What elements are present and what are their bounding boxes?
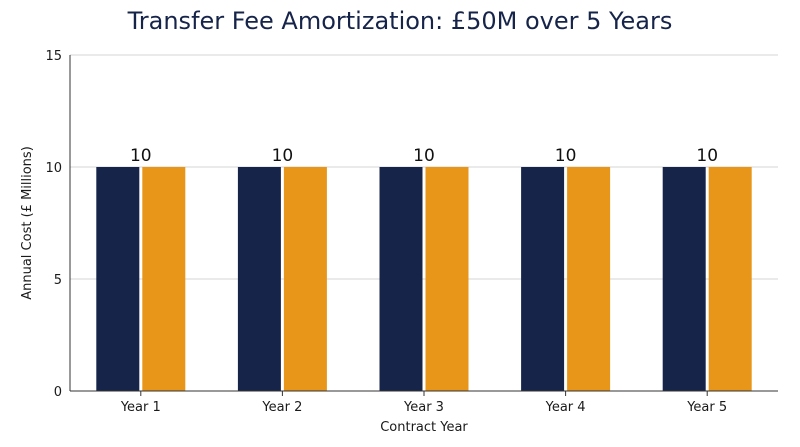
- data-label: 10: [413, 146, 435, 166]
- data-label: 10: [696, 146, 718, 166]
- bar: [283, 167, 327, 391]
- data-label: 10: [272, 146, 294, 166]
- x-tick-label: Year 3: [403, 400, 444, 415]
- data-labels: 10 10 10 10 10: [130, 146, 718, 166]
- x-tick-label: Year 5: [686, 400, 727, 415]
- bar: [96, 167, 140, 391]
- y-tick-label: 0: [54, 385, 62, 400]
- x-tick-label: Year 1: [120, 400, 161, 415]
- bar: [567, 167, 611, 391]
- y-axis-ticks: 0 5 10 15: [45, 49, 62, 400]
- x-axis-ticks: Year 1 Year 2 Year 3 Year 4 Year 5: [120, 391, 727, 415]
- bar: [142, 167, 186, 391]
- data-label: 10: [555, 146, 577, 166]
- y-axis-title: Annual Cost (£ Millions): [20, 146, 35, 300]
- data-label: 10: [130, 146, 152, 166]
- bar: [425, 167, 469, 391]
- bar: [379, 167, 423, 391]
- x-axis-title: Contract Year: [380, 420, 468, 435]
- bars: [96, 167, 752, 391]
- chart-title: Transfer Fee Amortization: £50M over 5 Y…: [127, 7, 673, 35]
- y-tick-label: 15: [45, 49, 62, 64]
- bar: [708, 167, 752, 391]
- bar: [662, 167, 706, 391]
- x-tick-label: Year 4: [545, 400, 586, 415]
- x-tick-label: Year 2: [261, 400, 302, 415]
- gridlines: [70, 54, 778, 280]
- bar: [237, 167, 281, 391]
- y-tick-label: 10: [45, 161, 62, 176]
- y-tick-label: 5: [54, 273, 62, 288]
- bar: [521, 167, 565, 391]
